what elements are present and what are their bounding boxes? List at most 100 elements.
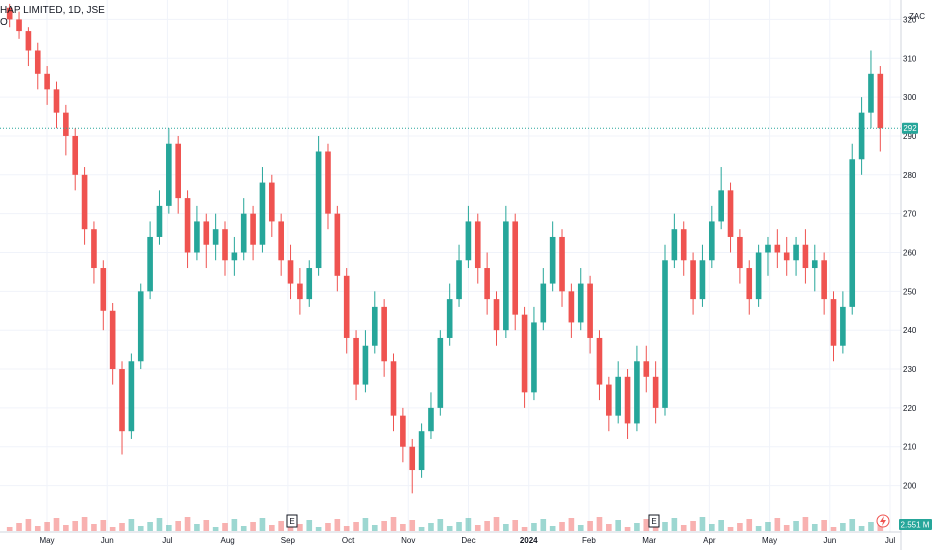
candle-body [250,213,256,245]
y-tick-label: 270 [903,210,917,219]
volume-bar [802,517,809,531]
x-tick-label: Feb [582,536,596,545]
volume-bar [166,525,172,531]
candle-body [811,260,818,269]
candle-body [381,306,387,362]
volume-bar [727,527,734,531]
volume-bar [91,524,97,531]
time-axis[interactable]: May Jun Jul Aug Sep Oct Nov Dec 2024 Feb Mar Apr May… [39,536,895,545]
volume-bar [821,520,827,531]
volume-bar [858,526,865,531]
candle-body [699,260,706,300]
grid-lines [0,0,901,532]
price-axis[interactable]: 200 210 220 230 240 250 260 270 280 290 300 310 320 [903,15,917,490]
candle-body [287,260,294,284]
x-tick-label: Nov [401,536,415,545]
candle-body [849,159,856,307]
candle-body [662,260,668,408]
candle-body [568,291,575,323]
volume-bar [109,527,116,531]
x-tick-label: Jul [162,536,172,545]
volume-bar [34,526,41,531]
candle-body [306,268,313,300]
candle-body [587,283,593,338]
candle-body [166,143,172,206]
candle-body [315,151,322,269]
earnings-marker-label: E [289,517,294,526]
candle-body [137,291,144,362]
volume-bar [456,522,462,531]
candle-body [652,376,659,408]
candle-body [81,174,88,230]
volume-bar [699,517,706,531]
candle-body [343,275,350,338]
candle-body [72,135,79,175]
y-tick-label: 230 [903,365,917,374]
volume-bar [409,520,416,531]
x-tick-label: Jun [101,536,114,545]
x-tick-label: Oct [342,536,355,545]
candle-body [474,221,481,269]
x-tick-label: Jul [885,536,895,545]
candle-body [783,252,790,261]
candle-body [465,221,472,261]
candle-body [690,260,696,300]
volume-bar [53,518,60,531]
candle-body [709,221,715,261]
y-tick-label: 240 [903,326,917,335]
candle-body [390,361,397,416]
candles [6,3,884,494]
earnings-marker[interactable]: E [648,514,660,528]
earnings-marker[interactable]: E [286,514,298,528]
candle-body [353,337,359,385]
candle-body [446,299,453,338]
candle-body [128,361,135,432]
candle-body [606,384,612,416]
candle-body [680,229,687,261]
volume-bar [250,522,256,531]
chart-title: HAP LIMITED, 1D, JSE [0,5,105,16]
volume-bar [615,520,621,531]
volume-bar [783,525,790,531]
last-price-badge: 292 [902,122,918,134]
volume-label: 2.551 M [901,521,930,530]
x-tick-label: Aug [221,536,235,545]
candle-body [858,112,865,160]
volume-badge: 2.551 M [899,519,932,530]
candle-body [774,244,781,253]
candle-body [334,213,341,276]
volume-bar [269,525,275,531]
candle-body [877,73,884,129]
volume-bar [549,526,556,531]
volume-bar [849,519,856,531]
y-tick-label: 210 [903,443,917,452]
candle-body [765,244,771,253]
volume-bar [119,523,125,531]
volume-bar [156,518,163,531]
volume-bar [147,522,153,531]
volume-bar [662,522,668,531]
volume-bars [6,517,884,531]
volume-bar [577,525,584,531]
volume-bar [371,525,378,531]
candle-body [437,337,444,408]
volume-bar [830,527,837,531]
candle-body [362,345,369,385]
volume-bar [325,523,331,531]
candle-body [119,369,125,432]
volume-bar [465,518,472,531]
volume-bar [231,519,238,531]
candle-body [418,431,425,471]
volume-bar [634,523,640,531]
candle-body [53,89,60,113]
volume-bar [16,523,22,531]
lightning-icon[interactable] [876,514,890,528]
volume-bar [811,524,818,531]
volume-bar [343,526,350,531]
volume-bar [428,523,434,531]
candle-body [727,190,734,237]
candle-body [531,322,537,393]
candle-body [175,143,181,199]
